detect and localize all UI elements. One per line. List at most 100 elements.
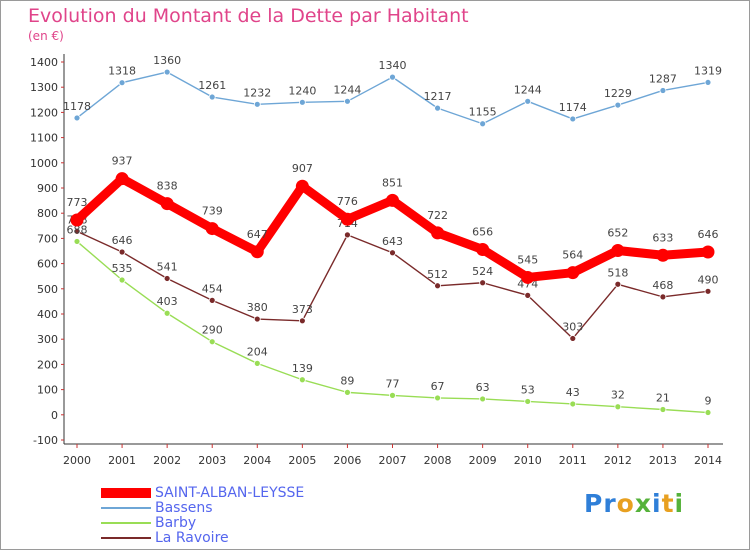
data-label-bassens: 1244: [333, 83, 361, 96]
data-label-saint-alban-leysse: 647: [247, 228, 268, 241]
y-tick-label: 1300: [30, 81, 58, 94]
data-point-barby: [479, 395, 487, 403]
data-point-barby: [253, 359, 261, 367]
data-point-saint-alban-leysse: [205, 222, 219, 236]
data-point-saint-alban-leysse: [611, 243, 625, 257]
legend-item-bassens: Bassens: [101, 500, 401, 516]
data-point-barby: [524, 398, 532, 405]
y-tick-label: 1000: [30, 157, 58, 170]
x-tick-label: 2013: [649, 454, 677, 467]
data-label-barby: 9: [705, 395, 712, 408]
data-point-la-ravoire: [524, 291, 532, 299]
legend-label-bassens: Bassens: [155, 500, 213, 516]
data-point-la-ravoire: [344, 231, 351, 239]
data-point-barby: [163, 309, 171, 317]
data-point-barby: [344, 388, 351, 396]
data-label-barby: 21: [656, 392, 670, 405]
data-point-la-ravoire: [569, 335, 577, 342]
data-point-la-ravoire: [434, 282, 441, 290]
data-point-la-ravoire: [479, 279, 487, 287]
data-point-la-ravoire: [704, 287, 712, 295]
legend-label-saint-alban-leysse: SAINT-ALBAN-LEYSSE: [155, 485, 305, 501]
data-label-saint-alban-leysse: 851: [382, 176, 403, 189]
data-label-saint-alban-leysse: 776: [337, 195, 358, 208]
data-point-la-ravoire: [73, 227, 81, 235]
data-point-bassens: [389, 73, 396, 81]
data-label-la-ravoire: 380: [247, 301, 268, 314]
data-point-la-ravoire: [659, 293, 667, 301]
data-point-barby: [659, 406, 667, 413]
data-label-saint-alban-leysse: 722: [427, 209, 448, 222]
data-point-saint-alban-leysse: [386, 193, 399, 207]
data-point-saint-alban-leysse: [431, 226, 445, 240]
x-tick-label: 2001: [108, 454, 136, 467]
data-point-saint-alban-leysse: [476, 242, 490, 256]
y-tick-label: 700: [37, 232, 58, 245]
data-label-bassens: 1360: [153, 54, 181, 67]
data-label-barby: 139: [292, 362, 313, 375]
data-point-saint-alban-leysse: [160, 197, 174, 211]
data-point-bassens: [434, 104, 441, 112]
data-label-saint-alban-leysse: 633: [652, 231, 673, 244]
data-point-barby: [118, 276, 126, 284]
x-tick-label: 2010: [514, 454, 542, 467]
data-label-barby: 32: [611, 389, 625, 402]
legend-label-la-ravoire: La Ravoire: [155, 530, 229, 546]
data-point-bassens: [704, 79, 712, 86]
data-point-bassens: [479, 120, 487, 128]
data-point-barby: [434, 394, 441, 402]
data-point-saint-alban-leysse: [295, 179, 309, 193]
y-tick-label: 1400: [30, 56, 58, 69]
y-tick-label: 300: [37, 333, 58, 346]
data-label-barby: 67: [431, 380, 445, 393]
x-tick-label: 2007: [379, 454, 407, 467]
data-point-la-ravoire: [389, 249, 396, 257]
data-point-bassens: [569, 115, 577, 123]
legend-swatch-bassens: [101, 507, 151, 509]
data-point-bassens: [163, 68, 171, 76]
data-label-bassens: 1319: [694, 64, 722, 77]
data-label-la-ravoire: 643: [382, 235, 403, 248]
data-label-la-ravoire: 373: [292, 303, 313, 316]
data-point-bassens: [344, 97, 351, 105]
series-bassens: 1178 1318 1360 1261 1232 1240 1244 1340 1217 1155…: [63, 54, 722, 128]
y-tick-label: 1200: [30, 106, 58, 119]
data-point-barby: [614, 403, 622, 411]
data-label-bassens: 1261: [198, 79, 226, 92]
y-tick-label: 1100: [30, 132, 58, 145]
legend-swatch-barby: [101, 522, 151, 524]
y-tick-label: 500: [37, 283, 58, 296]
data-label-barby: 77: [386, 377, 400, 390]
x-tick-label: 2014: [694, 454, 722, 467]
data-label-saint-alban-leysse: 838: [157, 180, 178, 193]
data-point-barby: [569, 400, 577, 408]
data-point-la-ravoire: [163, 275, 171, 282]
legend-item-saint-alban-leysse: SAINT-ALBAN-LEYSSE: [101, 485, 401, 501]
data-point-barby: [389, 391, 396, 399]
x-tick-label: 2009: [469, 454, 497, 467]
data-point-saint-alban-leysse: [701, 245, 715, 259]
series-saint-alban-leysse: 773 937 838 739 647 907 776 851 722 656 545 564 652 6…: [67, 155, 719, 284]
data-point-bassens: [208, 93, 216, 101]
data-point-bassens: [253, 100, 261, 108]
data-label-barby: 403: [157, 295, 178, 308]
x-tick-label: 2011: [559, 454, 587, 467]
x-tick-label: 2006: [333, 454, 361, 467]
x-tick-label: 2005: [288, 454, 316, 467]
x-tick-label: 2000: [63, 454, 91, 467]
data-label-saint-alban-leysse: 739: [202, 205, 223, 218]
data-label-saint-alban-leysse: 646: [698, 228, 719, 241]
y-tick-label: 0: [51, 409, 58, 422]
data-label-la-ravoire: 303: [562, 320, 583, 333]
data-point-barby: [704, 409, 712, 416]
data-label-bassens: 1340: [379, 59, 407, 72]
data-label-bassens: 1217: [424, 90, 452, 103]
data-label-saint-alban-leysse: 937: [112, 155, 133, 168]
data-label-bassens: 1240: [288, 84, 316, 97]
data-label-barby: 290: [202, 324, 223, 337]
data-label-la-ravoire: 524: [472, 265, 493, 278]
data-label-barby: 89: [340, 374, 354, 387]
data-label-saint-alban-leysse: 545: [517, 253, 538, 266]
data-point-bassens: [298, 98, 306, 106]
